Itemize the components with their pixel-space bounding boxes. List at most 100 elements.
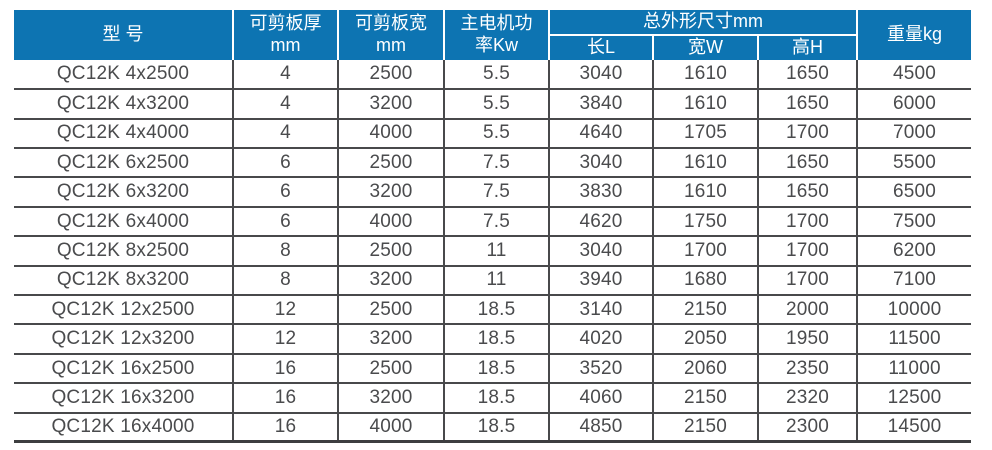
col-header-width: 宽W [652,34,758,60]
table-row: QC12K 4x4000 4 4000 5.5 4640 1705 1700 7000 [14,118,972,150]
cell-width: 2150 [652,295,758,326]
cell-weight: 5500 [856,148,972,179]
cell-power: 18.5 [443,383,549,414]
cell-power: 5.5 [443,89,549,120]
cell-power: 5.5 [443,59,549,91]
table-row: QC12K 16x4000 16 4000 18.5 4850 2150 2300 14500 [14,412,972,444]
table-row: QC12K 8x3200 8 3200 11 3940 1680 1700 7100 [14,265,972,297]
col-header-thickness-label: 可剪板厚 [249,13,322,33]
cell-model: QC12K 6x3200 [14,177,233,208]
cell-weight: 7000 [856,118,972,150]
cell-width: 1750 [652,206,758,238]
cell-weight: 6500 [856,177,972,208]
cell-width: 1700 [652,236,758,267]
cell-width: 1680 [652,265,758,297]
cell-cut-width: 2500 [337,236,444,267]
header-row-top: 型 号 可剪板厚 mm 可剪板宽 mm 主电机功 率Kw 总外形尺寸mm 重量k… [14,10,972,60]
cell-cut-width: 3200 [337,89,444,120]
col-header-cut-width-label: 可剪板宽 [355,13,427,33]
cell-cut-width: 2500 [337,295,444,326]
col-header-cut-width: 可剪板宽 mm [337,10,444,60]
col-header-length: 长L [548,34,653,60]
col-header-cut-width-unit: mm [376,34,406,55]
cell-length: 4020 [548,324,653,355]
cell-width: 1610 [652,177,758,208]
spec-table: 型 号 可剪板厚 mm 可剪板宽 mm 主电机功 率Kw 总外形尺寸mm 重量k… [14,10,972,444]
cell-model: QC12K 16x2500 [14,353,233,385]
cell-model: QC12K 6x4000 [14,206,233,238]
cell-power: 18.5 [443,295,549,326]
cell-model: QC12K 4x3200 [14,89,233,120]
cell-weight: 7500 [856,206,972,238]
cell-length: 4620 [548,206,653,238]
cell-width: 1610 [652,89,758,120]
cell-power: 18.5 [443,353,549,385]
cell-length: 3840 [548,89,653,120]
cell-thickness: 6 [232,148,338,179]
table-row: QC12K 8x2500 8 2500 11 3040 1700 1700 6200 [14,236,972,267]
cell-thickness: 4 [232,89,338,120]
cell-length: 4640 [548,118,653,150]
col-header-power-label: 主电机功 [460,13,533,33]
cell-width: 2150 [652,412,758,444]
cell-length: 4060 [548,383,653,414]
cell-weight: 12500 [856,383,972,414]
cell-thickness: 12 [232,324,338,355]
cell-cut-width: 2500 [337,59,444,91]
cell-height: 1650 [756,59,858,91]
cell-length: 4850 [548,412,653,444]
cell-thickness: 6 [232,177,338,208]
cell-cut-width: 4000 [337,118,444,150]
cell-height: 2300 [756,412,858,444]
cell-height: 1950 [756,324,858,355]
col-header-thickness-unit: mm [270,34,301,55]
cell-weight: 6000 [856,89,972,120]
cell-cut-width: 3200 [337,383,444,414]
cell-cut-width: 2500 [337,353,444,385]
cell-cut-width: 4000 [337,412,444,444]
cell-width: 1705 [652,118,758,150]
cell-power: 7.5 [443,177,549,208]
cell-height: 1650 [756,177,858,208]
cell-power: 18.5 [443,412,549,444]
cell-width: 1610 [652,59,758,91]
table-row: QC12K 6x3200 6 3200 7.5 3830 1610 1650 6500 [14,177,972,208]
table-row: QC12K 4x3200 4 3200 5.5 3840 1610 1650 6000 [14,89,972,120]
cell-model: QC12K 16x3200 [14,383,233,414]
col-header-thickness: 可剪板厚 mm [232,10,338,60]
cell-cut-width: 4000 [337,206,444,238]
cell-height: 1700 [756,265,858,297]
cell-model: QC12K 4x4000 [14,118,233,150]
cell-weight: 11500 [856,324,972,355]
cell-thickness: 12 [232,295,338,326]
col-header-model: 型 号 [14,10,233,60]
cell-height: 2350 [756,353,858,385]
cell-model: QC12K 8x3200 [14,265,233,297]
cell-model: QC12K 12x2500 [14,295,233,326]
cell-thickness: 8 [232,265,338,297]
header-row-sub: 长L 宽W 高H [14,34,971,60]
cell-weight: 14500 [856,412,972,444]
spec-table-body: QC12K 4x2500 4 2500 5.5 3040 1610 1650 4500 QC12… [14,59,972,444]
cell-height: 1700 [756,118,858,150]
cell-width: 2050 [652,324,758,355]
cell-height: 2320 [756,383,858,414]
cell-length: 3140 [548,295,653,326]
col-header-weight: 重量kg [856,10,972,60]
cell-power: 18.5 [443,324,549,355]
table-row: QC12K 6x2500 6 2500 7.5 3040 1610 1650 5500 [14,148,972,179]
cell-length: 3940 [548,265,653,297]
table-row: QC12K 16x3200 16 3200 18.5 4060 2150 2320 12500 [14,383,972,414]
cell-power: 11 [443,236,549,267]
cell-height: 2000 [756,295,858,326]
cell-model: QC12K 6x2500 [14,148,233,179]
spec-table-header: 型 号 可剪板厚 mm 可剪板宽 mm 主电机功 率Kw 总外形尺寸mm 重量k… [14,10,972,60]
table-row: QC12K 16x2500 16 2500 18.5 3520 2060 2350 11000 [14,353,972,385]
cell-cut-width: 2500 [337,148,444,179]
cell-power: 11 [443,265,549,297]
cell-thickness: 4 [232,118,338,150]
cell-cut-width: 3200 [337,177,444,208]
cell-thickness: 16 [232,383,338,414]
cell-weight: 4500 [856,59,972,91]
cell-weight: 6200 [856,236,972,267]
